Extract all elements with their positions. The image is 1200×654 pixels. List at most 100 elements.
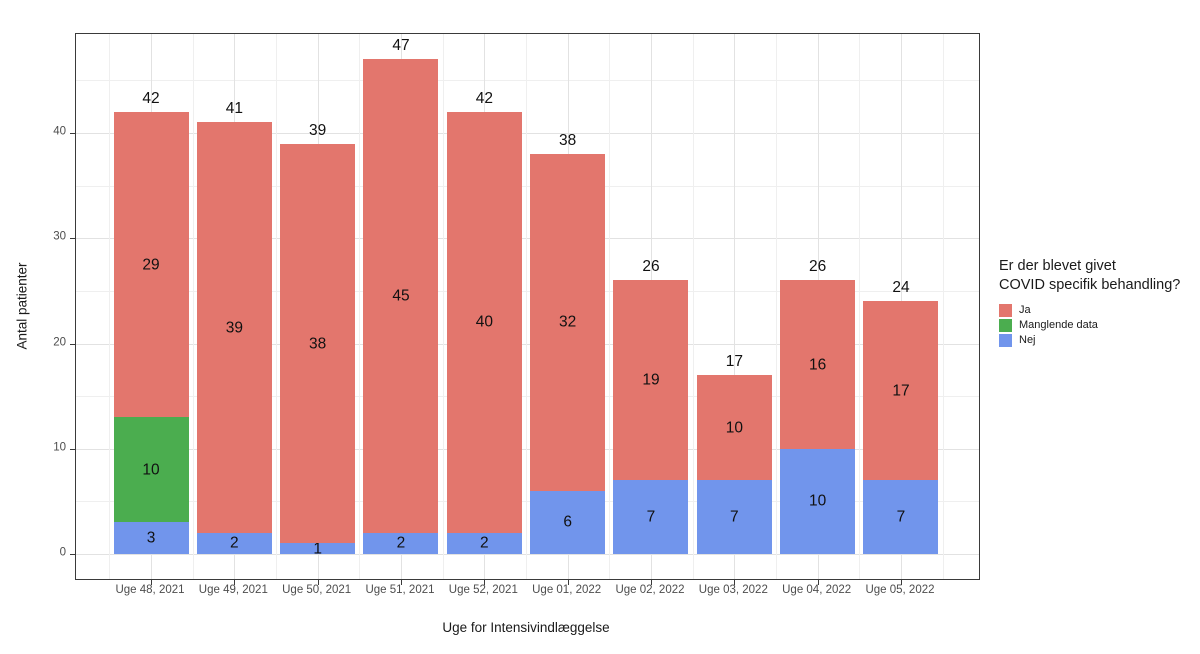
- gridline-v-minor: [859, 34, 861, 579]
- gridline-h-minor: [76, 80, 979, 82]
- gridline-h-minor: [76, 396, 979, 398]
- y-tick-label: 10: [53, 441, 66, 453]
- y-axis-title: Antal patienter: [14, 262, 30, 350]
- bar-total-label: 42: [475, 89, 493, 107]
- x-tick-mark: [900, 580, 902, 585]
- bar-segment-ja: [863, 301, 939, 481]
- x-tick-mark: [151, 580, 152, 585]
- x-tick-label: Uge 05, 2022: [865, 584, 935, 596]
- gridline-h-major: [76, 448, 979, 450]
- x-tick-label: Uge 04, 2022: [782, 584, 852, 596]
- x-tick-label: Uge 49, 2021: [198, 584, 268, 596]
- gridline-h-major: [76, 554, 979, 555]
- bar-value-label: 45: [392, 287, 410, 305]
- bar-segment-ja: [696, 375, 772, 481]
- legend-item-manglende-data: Manglende data: [999, 318, 1180, 333]
- gridline-h-minor: [76, 290, 979, 292]
- bar-value-label: 40: [475, 313, 493, 331]
- x-tick-label: Uge 50, 2021: [282, 584, 352, 596]
- bar-segment-nej: [613, 480, 689, 554]
- bar-value-label: 38: [309, 334, 327, 352]
- x-tick-label: Uge 01, 2022: [532, 584, 602, 596]
- legend-key-manglende-data: [999, 319, 1012, 333]
- x-tick-mark: [484, 580, 486, 585]
- x-tick-label: Uge 52, 2021: [448, 584, 518, 596]
- bar-segment-nej: [280, 543, 356, 554]
- bar-value-label: 10: [725, 418, 743, 436]
- x-tick-mark: [317, 580, 319, 585]
- bar-value-label: 39: [225, 318, 243, 336]
- gridline-v-minor: [442, 34, 444, 579]
- bar-segment-nej: [863, 480, 939, 554]
- gridline-h-major: [76, 133, 979, 134]
- legend-items: Ja Manglende data Nej: [999, 303, 1180, 348]
- bar-total-label: 24: [892, 279, 910, 297]
- bar-value-label: 10: [809, 492, 827, 510]
- bar-total-label: 38: [559, 132, 577, 150]
- legend-item-nej: Nej: [999, 333, 1180, 348]
- legend-key-nej: [999, 334, 1012, 348]
- legend: Er der blevet givet COVID specifik behan…: [999, 257, 1180, 348]
- gridline-v-minor: [942, 34, 944, 579]
- gridline-h-minor: [76, 185, 979, 187]
- legend-title-line2: COVID specifik behandling?: [999, 276, 1181, 293]
- x-tick-mark: [567, 580, 569, 585]
- bar-value-label: 2: [480, 534, 489, 552]
- bar-value-label: 2: [230, 534, 239, 552]
- bar-segment-nej: [196, 532, 272, 554]
- bar-segment-ja: [530, 154, 606, 491]
- y-tick-mark: [70, 238, 75, 240]
- x-tick-mark: [234, 580, 236, 585]
- bar-value-label: 10: [142, 461, 160, 479]
- y-tick-label: 0: [59, 546, 66, 559]
- gridline-v-minor: [525, 34, 527, 579]
- legend-item-label: Ja: [1019, 304, 1031, 317]
- bar-total-label: 41: [225, 100, 243, 118]
- bar-segment-ja: [780, 280, 856, 449]
- gridline-v-minor: [359, 34, 361, 579]
- bar-total-label: 26: [642, 258, 660, 276]
- legend-item-label: Manglende data: [1019, 319, 1098, 332]
- gridline-v-minor: [609, 34, 611, 579]
- bar-value-label: 32: [559, 313, 577, 331]
- bar-segment-nej: [113, 522, 189, 554]
- x-tick-mark: [400, 580, 402, 585]
- bar-value-label: 29: [142, 255, 160, 273]
- x-axis-title: Uge for Intensivindlæggelse: [442, 620, 610, 635]
- x-tick-mark: [650, 580, 652, 585]
- gridline-h-major: [76, 343, 979, 345]
- gridline-v-minor: [192, 34, 194, 579]
- bar-value-label: 1: [313, 539, 322, 557]
- bar-segment-ja: [613, 280, 689, 481]
- y-tick-label: 30: [53, 230, 66, 243]
- legend-key-ja: [999, 304, 1012, 318]
- bar-segment-manglende-data: [113, 417, 189, 523]
- bar-value-label: 2: [396, 534, 406, 552]
- x-tick-label: Uge 51, 2021: [365, 584, 435, 596]
- bar-total-label: 17: [725, 353, 743, 371]
- bar-total-label: 42: [142, 89, 160, 107]
- gridline-v-minor: [275, 34, 277, 579]
- bar-total-label: 26: [809, 258, 827, 276]
- bar-value-label: 6: [563, 513, 572, 531]
- bar-segment-nej: [696, 480, 772, 554]
- x-tick-label: Uge 48, 2021: [115, 584, 185, 596]
- gridline-h-minor: [76, 501, 979, 503]
- bar-total-label: 47: [392, 37, 410, 55]
- y-tick-label: 40: [53, 125, 66, 138]
- y-tick-label: 20: [53, 335, 66, 348]
- bar-total-label: 39: [309, 121, 327, 139]
- legend-title-line1: Er der blevet givet: [999, 258, 1116, 274]
- y-tick-mark: [70, 448, 75, 450]
- bar-segment-ja: [363, 59, 439, 533]
- plot-panel: 3 10 29 42 2 39 41 1 38 39 2 45 47 2 40 42 6 32 38 7 19 26 7 10…: [70, 33, 980, 585]
- gridline-v-minor: [109, 34, 111, 579]
- bar-value-label: 7: [730, 508, 739, 526]
- x-tick-label: Uge 03, 2022: [698, 584, 768, 596]
- y-tick-mark: [70, 133, 75, 134]
- bar-segment-nej: [446, 532, 522, 554]
- legend-title: Er der blevet givet COVID specifik behan…: [999, 257, 1180, 294]
- x-tick-mark: [734, 580, 736, 585]
- bar-value-label: 7: [646, 508, 656, 526]
